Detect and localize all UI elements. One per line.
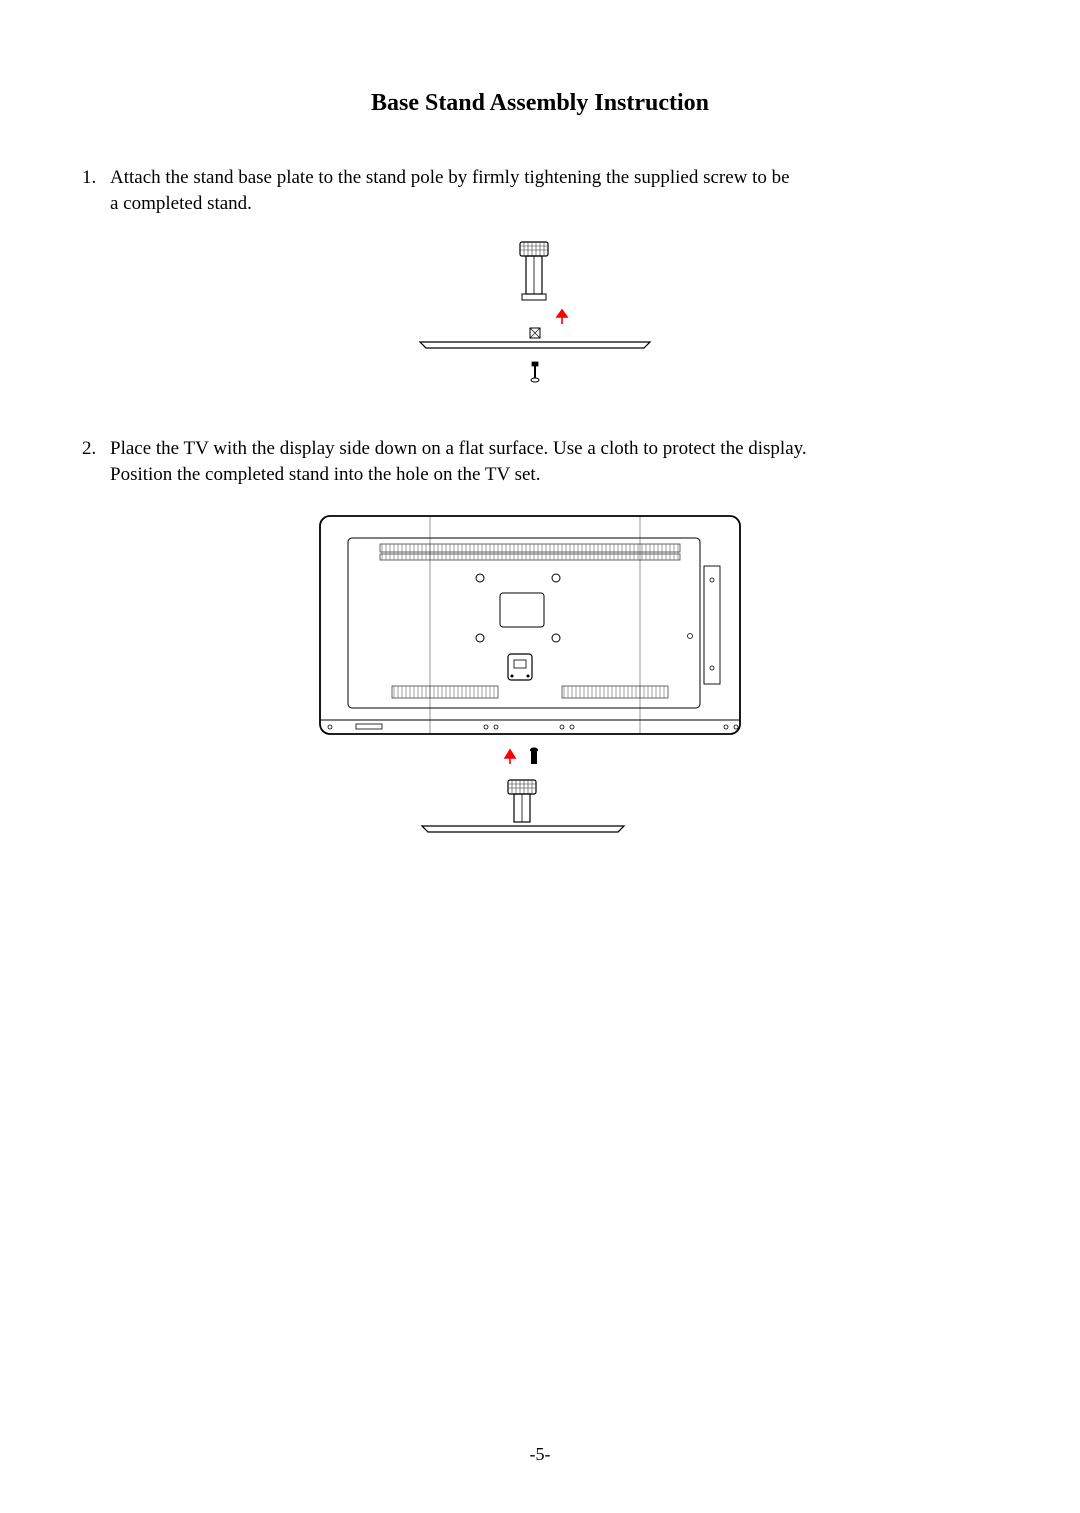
screw-icon	[530, 747, 538, 764]
stand-pole-connector	[520, 242, 548, 256]
figure-1-wrap	[80, 236, 1000, 396]
arrow-up-icon	[557, 310, 567, 324]
vesa-hole	[552, 634, 560, 642]
figure-2	[310, 508, 770, 868]
step-2-text-line1: Place the TV with the display side down …	[110, 438, 807, 459]
page-number: -5-	[0, 1444, 1080, 1465]
vesa-hole	[476, 634, 484, 642]
tv-back-inner	[348, 538, 700, 708]
base-plate	[420, 342, 650, 348]
screw-icon	[531, 362, 539, 382]
step-1-text-line2: a completed stand.	[110, 191, 1000, 217]
label-panel	[500, 593, 544, 627]
step-1-text-line1: Attach the stand base plate to the stand…	[110, 167, 790, 188]
step-2: 2. Place the TV with the display side do…	[80, 436, 1000, 487]
stand-hole	[508, 654, 532, 680]
page-title: Base Stand Assembly Instruction	[80, 90, 1000, 117]
vesa-hole	[476, 574, 484, 582]
step-2-text-line2: Position the completed stand into the ho…	[110, 462, 1000, 488]
arrow-up-icon	[505, 750, 515, 764]
vesa-hole	[552, 574, 560, 582]
step-1: 1. Attach the stand base plate to the st…	[80, 165, 1000, 216]
step-2-num: 2.	[82, 438, 96, 459]
io-panel	[688, 566, 721, 684]
figure-1	[380, 236, 700, 396]
step-1-num: 1.	[82, 167, 96, 188]
assembled-stand	[422, 780, 624, 832]
figure-2-wrap	[80, 508, 1000, 868]
